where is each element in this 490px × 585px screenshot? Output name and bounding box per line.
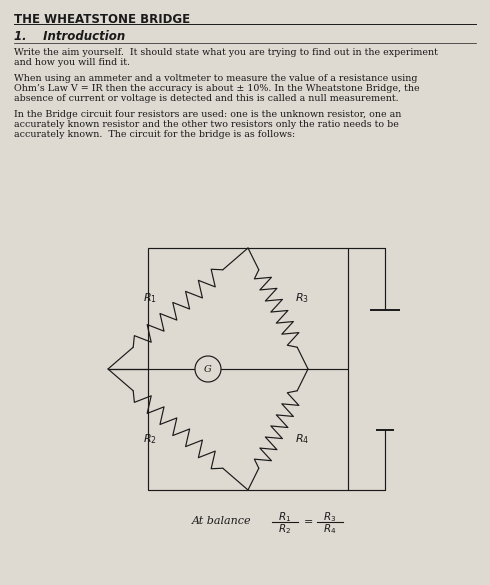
Text: At balance: At balance bbox=[192, 516, 252, 526]
Text: absence of current or voltage is detected and this is called a null measurement.: absence of current or voltage is detecte… bbox=[14, 94, 399, 103]
Text: $R_4$: $R_4$ bbox=[323, 522, 337, 536]
Text: G: G bbox=[204, 364, 212, 373]
Text: $R_3$: $R_3$ bbox=[323, 510, 337, 524]
Text: $R_1$: $R_1$ bbox=[278, 510, 292, 524]
Text: $R_1$: $R_1$ bbox=[143, 291, 157, 305]
Text: THE WHEATSTONE BRIDGE: THE WHEATSTONE BRIDGE bbox=[14, 13, 190, 26]
Text: 1.    Introduction: 1. Introduction bbox=[14, 30, 125, 43]
Text: $=$: $=$ bbox=[301, 515, 313, 525]
Text: and how you will find it.: and how you will find it. bbox=[14, 58, 130, 67]
Text: Ohm’s Law V = IR then the accuracy is about ± 10%. In the Wheatstone Bridge, the: Ohm’s Law V = IR then the accuracy is ab… bbox=[14, 84, 419, 93]
Text: When using an ammeter and a voltmeter to measure the value of a resistance using: When using an ammeter and a voltmeter to… bbox=[14, 74, 417, 83]
Bar bbox=[148, 248, 348, 490]
Circle shape bbox=[195, 356, 221, 382]
Text: $R_4$: $R_4$ bbox=[295, 432, 309, 446]
Text: $R_3$: $R_3$ bbox=[295, 291, 309, 305]
Text: Write the aim yourself.  It should state what you are trying to find out in the : Write the aim yourself. It should state … bbox=[14, 48, 438, 57]
Text: accurately known resistor and the other two resistors only the ratio needs to be: accurately known resistor and the other … bbox=[14, 120, 399, 129]
Text: $R_2$: $R_2$ bbox=[278, 522, 292, 536]
Text: accurately known.  The circuit for the bridge is as follows:: accurately known. The circuit for the br… bbox=[14, 130, 295, 139]
Text: $R_2$: $R_2$ bbox=[143, 432, 157, 446]
Text: In the Bridge circuit four resistors are used: one is the unknown resistor, one : In the Bridge circuit four resistors are… bbox=[14, 110, 401, 119]
